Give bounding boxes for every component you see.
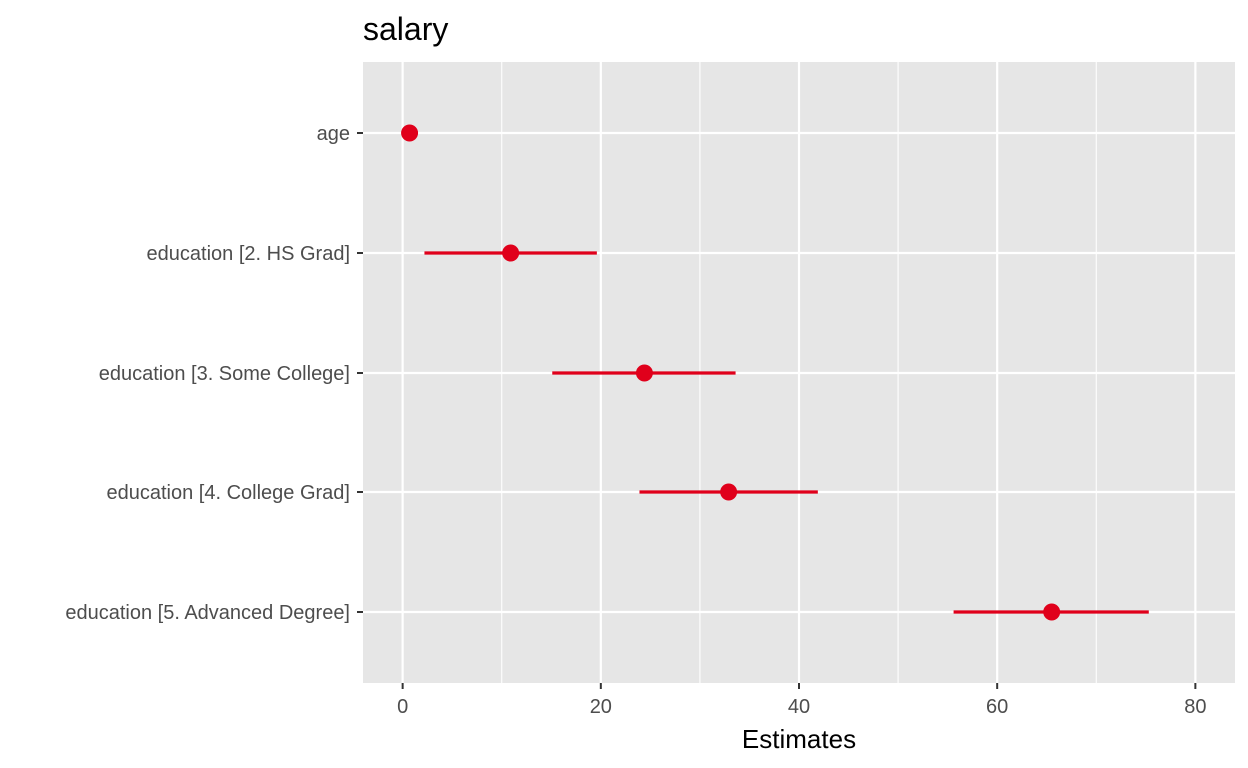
x-tick-label: 20 xyxy=(590,696,612,718)
x-axis-title: Estimates xyxy=(742,724,856,754)
y-tick-label: education [5. Advanced Degree] xyxy=(65,602,350,624)
x-tick-label: 80 xyxy=(1184,696,1206,718)
y-tick-label: education [3. Some College] xyxy=(99,363,350,385)
x-tick-label: 0 xyxy=(397,696,408,718)
x-tick-label: 40 xyxy=(788,696,810,718)
estimate-point xyxy=(720,483,738,501)
y-axis: age education [2. HS Grad] education [3. S… xyxy=(65,123,363,624)
y-tick-label: education [2. HS Grad] xyxy=(147,243,350,265)
y-tick-label: age xyxy=(317,123,350,145)
estimate-point xyxy=(1043,603,1061,621)
x-tick-label: 60 xyxy=(986,696,1008,718)
chart-title: salary xyxy=(363,11,448,47)
x-axis: 0 20 40 60 80 xyxy=(397,683,1206,718)
y-tick-label: education [4. College Grad] xyxy=(107,482,351,504)
estimate-point xyxy=(401,124,419,142)
estimate-point xyxy=(502,244,520,262)
estimate-point xyxy=(635,364,653,382)
estimate-marks xyxy=(401,124,1149,621)
